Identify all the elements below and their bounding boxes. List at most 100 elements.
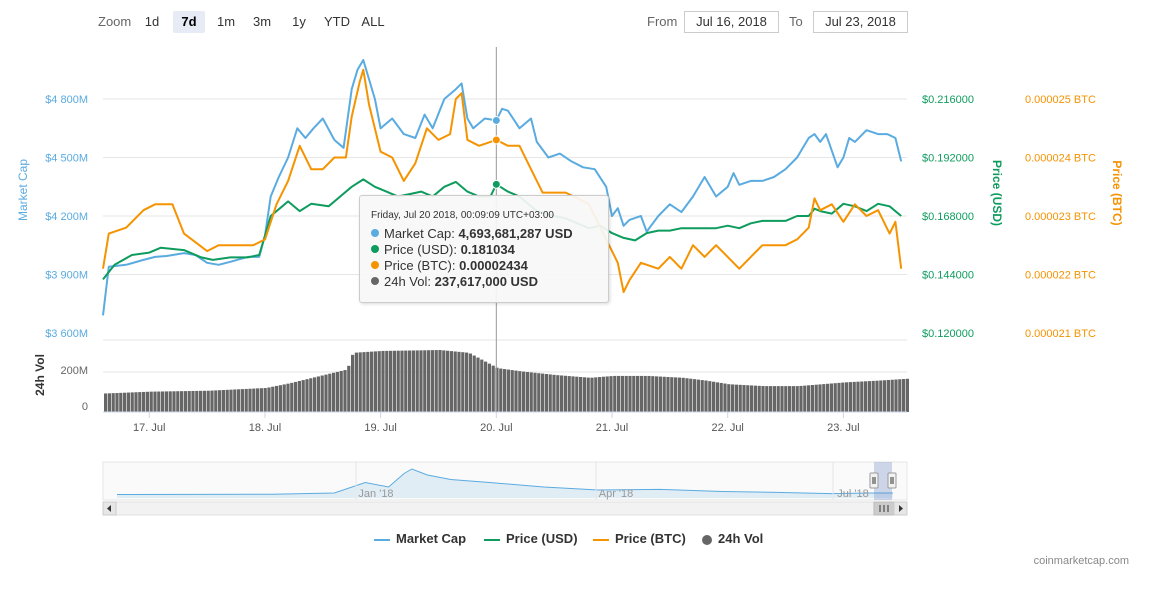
volume-bar xyxy=(544,374,548,412)
zoom-button-1d[interactable]: 1d xyxy=(144,14,160,29)
navigator[interactable]: Jan '18 Apr '18 Jul '18 xyxy=(102,461,908,516)
x-tick-label: 19. Jul xyxy=(364,422,396,434)
navigator-handle xyxy=(869,472,879,489)
price-btc-tick: 0.000022 BTC xyxy=(1025,270,1096,282)
from-date-input[interactable]: Jul 16, 2018 xyxy=(684,11,779,33)
volume-bar xyxy=(457,351,461,412)
tooltip-row-volume: 24h Vol: 237,617,000 USD xyxy=(371,274,538,289)
legend-swatch xyxy=(593,538,609,541)
navigator-label: Apr '18 xyxy=(599,488,634,500)
volume-bar xyxy=(560,375,564,412)
zoom-button-1m[interactable]: 1m xyxy=(216,14,236,29)
price-usd-line xyxy=(102,178,902,281)
volume-bar xyxy=(727,384,731,412)
volume-bar xyxy=(453,351,457,412)
volume-bar xyxy=(290,382,294,412)
market-cap-tick: $3 600M xyxy=(45,328,88,340)
volume-bar xyxy=(111,393,115,412)
volume-bar xyxy=(142,391,146,412)
legend-item-market-cap[interactable]: Market Cap xyxy=(374,531,466,546)
volume-bar xyxy=(647,375,651,412)
legend-item-price-btc[interactable]: Price (BTC) xyxy=(593,531,686,546)
volume-tick: 0 xyxy=(82,401,88,413)
navigator-selection xyxy=(874,462,892,500)
volume-bar xyxy=(149,391,153,412)
volume-bar xyxy=(624,375,628,412)
legend-swatch xyxy=(702,534,712,545)
volume-bar xyxy=(666,376,670,412)
volume-bar xyxy=(613,375,617,412)
volume-bar xyxy=(248,388,252,412)
volume-bar xyxy=(347,365,351,412)
volume-bar xyxy=(822,384,826,412)
crosshair-marker xyxy=(491,115,501,125)
volume-bar xyxy=(138,392,142,412)
volume-bar xyxy=(845,382,849,412)
zoom-button-3m[interactable]: 3m xyxy=(252,14,272,29)
tooltip-dot xyxy=(371,277,379,285)
volume-bar xyxy=(905,378,909,412)
price-btc-tick: 0.000021 BTC xyxy=(1025,328,1096,340)
volume-bar xyxy=(864,381,868,412)
volume-bar xyxy=(263,388,267,412)
zoom-button-all[interactable]: ALL xyxy=(361,14,385,29)
volume-bar xyxy=(168,391,172,412)
volume-bar xyxy=(852,381,856,412)
volume-bar xyxy=(415,350,419,412)
volume-bar xyxy=(491,365,495,412)
tooltip-dot xyxy=(371,245,379,253)
volume-bar xyxy=(195,390,199,412)
legend-label: Price (USD) xyxy=(506,531,578,546)
legend-item-price-usd[interactable]: Price (USD) xyxy=(484,531,578,546)
volume-bar xyxy=(214,390,218,412)
volume-bar xyxy=(525,371,529,412)
volume-bar xyxy=(324,374,328,412)
volume-bar xyxy=(807,385,811,412)
volume-bar xyxy=(130,392,134,412)
volume-bar xyxy=(681,377,685,412)
volume-bar xyxy=(218,390,222,412)
volume-bar xyxy=(484,361,488,412)
zoom-button-ytd[interactable]: YTD xyxy=(324,14,350,29)
volume-bar xyxy=(461,352,465,412)
volume-bar xyxy=(119,392,123,412)
volume-bar xyxy=(719,382,723,412)
volume-bar xyxy=(522,371,526,412)
volume-bar xyxy=(510,370,514,412)
price-usd-axis-title: Price (USD) xyxy=(990,160,1004,226)
volume-bar xyxy=(639,375,643,412)
to-date-input[interactable]: Jul 23, 2018 xyxy=(813,11,908,33)
navigator-handle xyxy=(887,472,897,489)
market-cap-tick: $3 900M xyxy=(45,270,88,282)
volume-bar xyxy=(392,350,396,412)
volume-bar xyxy=(370,351,374,412)
volume-bar xyxy=(594,377,598,412)
volume-bar xyxy=(434,350,438,412)
volume-bar xyxy=(495,367,499,412)
market-cap-axis: $4 800M $4 500M $4 200M $3 900M $3 600M Marke… xyxy=(16,94,88,340)
zoom-button-1y[interactable]: 1y xyxy=(292,14,306,29)
volume-bar xyxy=(427,350,431,412)
volume-bar xyxy=(795,386,799,412)
zoom-button-7d[interactable]: 7d xyxy=(173,11,205,33)
volume-bar xyxy=(772,386,776,412)
volume-bar xyxy=(343,370,347,412)
volume-bar xyxy=(518,371,522,412)
volume-bar xyxy=(271,386,275,412)
legend-item-volume[interactable]: 24h Vol xyxy=(702,531,763,546)
volume-bar xyxy=(256,388,260,412)
volume-bar xyxy=(829,383,833,412)
volume-bar xyxy=(286,383,290,412)
volume-bar xyxy=(643,375,647,412)
volume-bar xyxy=(206,390,210,412)
volume-bar xyxy=(598,377,602,412)
series-lines xyxy=(102,59,903,316)
credit-link[interactable]: coinmarketcap.com xyxy=(1033,555,1129,567)
legend-label: Market Cap xyxy=(396,531,467,546)
volume-bar xyxy=(586,377,590,412)
zoom-label: Zoom xyxy=(98,14,132,29)
volume-bar xyxy=(332,372,336,412)
volume-tick: 200M xyxy=(60,365,88,377)
volume-bar xyxy=(651,376,655,412)
volume-bar xyxy=(799,385,803,412)
